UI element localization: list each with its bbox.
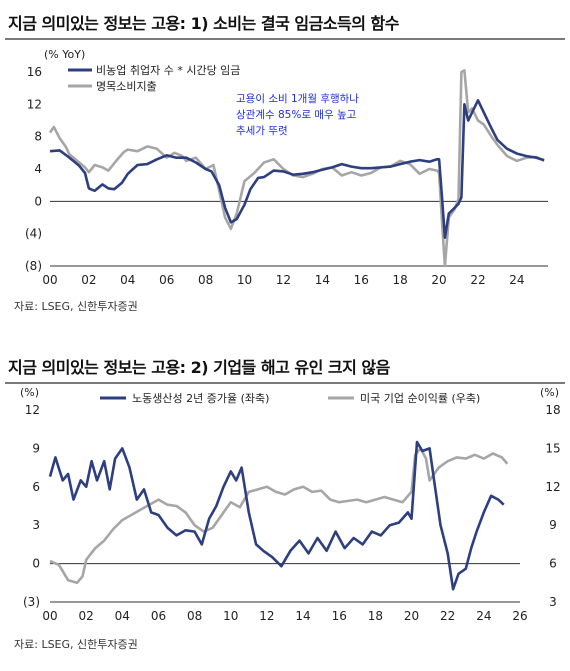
chart2-series-line-0 — [48, 440, 505, 591]
chart2-xtick-label: 10 — [223, 609, 238, 623]
chart1-source: 자료: LSEG, 신한투자증권 — [14, 300, 138, 313]
chart2-legend-label-0: 노동생산성 2년 증가율 (좌축) — [132, 392, 269, 405]
chart1-xtick-label: 22 — [470, 273, 485, 287]
chart1-annotation-line: 상관계수 85%로 매우 높고 — [236, 109, 357, 121]
chart2-ytick-left-label: 0 — [32, 557, 40, 571]
chart1-ylabel: (% YoY) — [44, 48, 85, 61]
chart1-ytick-label: 16 — [27, 65, 42, 79]
chart2-ylabel-left: (%) — [20, 386, 39, 399]
chart2-ytick-left-label: 9 — [32, 441, 40, 455]
chart1-xtick-label: 12 — [276, 273, 291, 287]
chart2-xtick-label: 24 — [476, 609, 491, 623]
chart1-title: 지금 의미있는 정보는 고용: 1) 소비는 결국 임금소득의 함수 — [8, 14, 399, 33]
chart1-legend-label-0: 비농업 취업자 수 * 시간당 임금 — [96, 64, 240, 77]
chart2-legend-label-1: 미국 기업 순이익률 (우축) — [360, 392, 480, 405]
chart2-series-line-1 — [49, 447, 509, 585]
chart1-xtick-label: 16 — [354, 273, 369, 287]
chart2-xtick-label: 18 — [368, 609, 383, 623]
chart2-ytick-left-label: 12 — [25, 403, 40, 417]
chart2-ylabel-right: (%) — [540, 386, 559, 399]
chart2-xtick-label: 20 — [404, 609, 419, 623]
chart2-ytick-left-label: 6 — [32, 480, 40, 494]
chart2-xtick-label: 04 — [115, 609, 130, 623]
chart1-xtick-label: 18 — [393, 273, 408, 287]
chart2-ytick-right-label: 12 — [545, 480, 560, 494]
chart1-title-rule — [5, 38, 565, 40]
chart1-xtick-label: 00 — [42, 273, 57, 287]
chart1-series-line-0 — [49, 99, 545, 239]
chart2-ytick-right-label: 3 — [549, 595, 557, 609]
chart1-xtick-label: 24 — [509, 273, 524, 287]
chart2-title-rule — [5, 382, 565, 384]
chart1-xtick-label: 14 — [315, 273, 330, 287]
chart1-legend-label-1: 명목소비지출 — [96, 80, 157, 93]
chart2-xtick-label: 22 — [440, 609, 455, 623]
chart2-xtick-label: 14 — [295, 609, 310, 623]
chart1-ytick-label: 0 — [34, 194, 42, 208]
chart2-xtick-label: 06 — [151, 609, 166, 623]
chart1-ytick-label: 4 — [34, 162, 42, 176]
chart2-xtick-label: 02 — [79, 609, 94, 623]
chart2-xtick-label: 00 — [42, 609, 57, 623]
chart2-ytick-right-label: 15 — [545, 441, 560, 455]
chart2-xtick-label: 08 — [187, 609, 202, 623]
chart1-xtick-label: 08 — [198, 273, 213, 287]
chart2-title: 지금 의미있는 정보는 고용: 2) 기업들 해고 유인 크지 않음 — [8, 358, 390, 377]
chart2-ytick-right-label: 9 — [549, 518, 557, 532]
chart1-xtick-label: 10 — [237, 273, 252, 287]
chart1-xtick-label: 02 — [81, 273, 96, 287]
chart2-ytick-left-label: 3 — [32, 518, 40, 532]
chart1-ytick-label: (4) — [25, 227, 42, 241]
chart1-ytick-label: 8 — [34, 130, 42, 144]
chart2: (%) (%) (3) 0 3 6 9 12 3 6 9 12 15 18 00 02 04 06 08 10 12 14… — [20, 386, 561, 623]
chart1-xtick-label: 04 — [120, 273, 135, 287]
chart2-ytick-right-label: 18 — [545, 403, 560, 417]
chart1-xtick-label: 06 — [159, 273, 174, 287]
chart2-xtick-label: 26 — [512, 609, 527, 623]
chart2-ytick-right-label: 6 — [549, 557, 557, 571]
chart1-annotation-line: 고용이 소비 1개월 후행하나 — [236, 92, 359, 105]
chart1-series-line-1 — [48, 69, 545, 268]
chart2-source: 자료: LSEG, 신한투자증권 — [14, 638, 138, 651]
chart2-xtick-label: 16 — [332, 609, 347, 623]
chart1-ytick-label: (8) — [25, 259, 42, 273]
chart1-ytick-label: 12 — [27, 97, 42, 111]
chart2-xtick-label: 12 — [259, 609, 274, 623]
chart2-ytick-left-label: (3) — [23, 595, 40, 609]
chart1-xtick-label: 20 — [431, 273, 446, 287]
chart1-annotation-line: 추세가 뚜렷 — [236, 125, 288, 137]
